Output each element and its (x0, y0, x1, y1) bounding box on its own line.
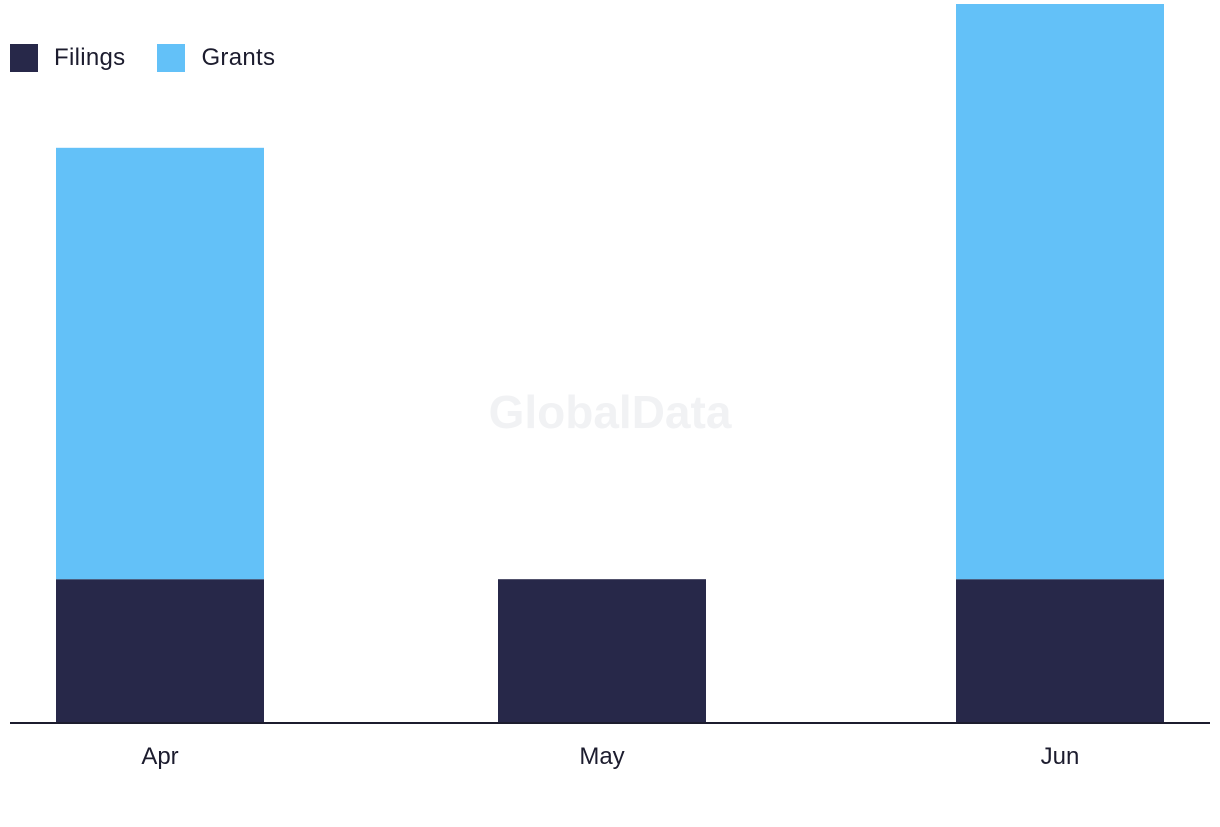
bar-grants-jun (956, 4, 1164, 580)
legend-label-grants: Grants (201, 44, 276, 71)
bar-grants-apr (56, 147, 264, 580)
chart-legend: Filings Grants (10, 44, 275, 72)
legend-swatch-grants (157, 44, 186, 72)
x-tick-label-apr: Apr (141, 743, 178, 770)
legend-label-filings: Filings (54, 44, 126, 71)
x-axis-ticks: Apr May Jun (141, 743, 1079, 770)
legend-item-grants: Grants (157, 44, 275, 72)
legend-item-filings: Filings (10, 44, 125, 72)
bars-layer (56, 4, 1164, 723)
legend-swatch-filings (10, 44, 38, 72)
watermark-text: GlobalData (489, 386, 732, 438)
x-tick-label-jun: Jun (1041, 743, 1080, 770)
bar-filings-jun (956, 579, 1164, 723)
bar-filings-may (498, 579, 706, 723)
x-tick-label-may: May (579, 743, 624, 770)
bar-filings-apr (56, 579, 264, 723)
